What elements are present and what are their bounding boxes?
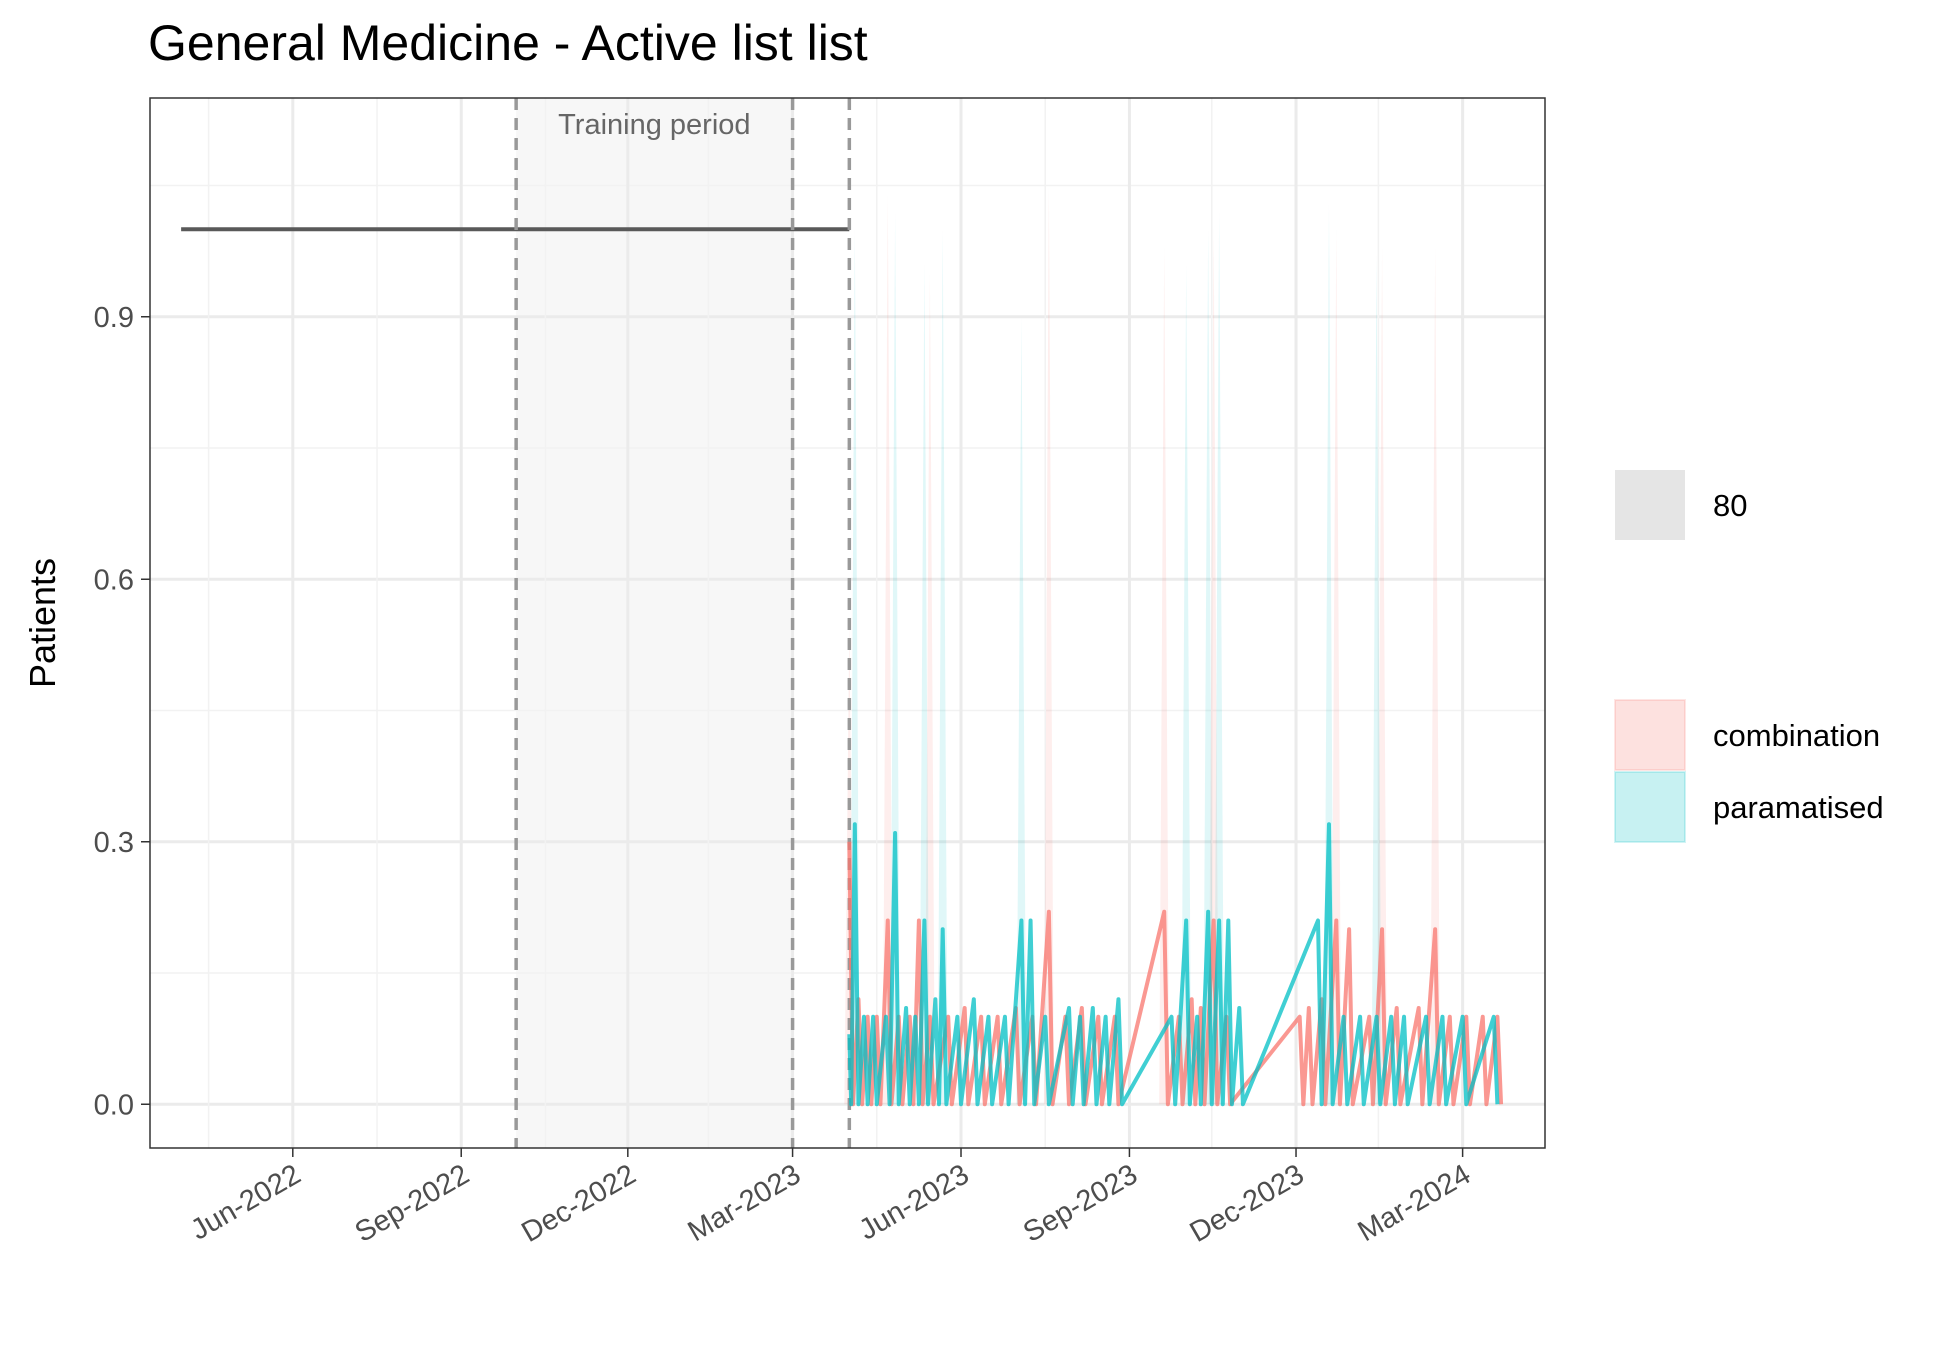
band-combination [924,273,935,1105]
legend-label-paramatised: paramatised [1713,790,1884,825]
gridlines [150,98,1545,1148]
plot-frame [149,97,1546,1149]
y-tick-label: 0.9 [94,302,134,334]
band-paramatised [1214,211,1225,1105]
y-tick-label: 0.0 [94,1089,134,1121]
band-combination [1159,246,1170,1105]
band-combination [1430,246,1441,1105]
y-tick-label: 0.3 [94,827,134,859]
band-combination [1377,246,1388,1105]
x-tick-label: Sep-2023 [1018,1158,1143,1249]
y-axis: 0.0 0.3 0.6 0.9 [94,302,150,1121]
x-tick-label: Mar-2024 [1353,1158,1476,1248]
legend-key-paramatised [1614,771,1686,843]
chart-title: General Medicine - Active list list [148,15,868,71]
legend-key-80 [1615,470,1685,540]
legend-key-combination [1614,699,1686,771]
x-tick-label: Dec-2022 [516,1158,641,1249]
band-combination [1208,229,1219,1105]
annotation-label: Training period [558,109,750,141]
x-tick-label: Jun-2022 [186,1158,307,1246]
reference-lines [514,98,852,1148]
series-combination [847,841,1504,1107]
legend-label-80: 80 [1713,488,1747,523]
band-paramatised [1016,316,1027,1105]
y-axis-title: Patients [22,558,63,688]
training-period-shade [516,98,793,1148]
band-paramatised [919,264,930,1105]
x-tick-label: Sep-2022 [350,1158,475,1249]
plot-border [149,97,1546,1149]
band-combination [882,194,893,1105]
annotations: Training period [558,109,750,141]
band-combination [1043,185,1054,1105]
y-tick-label: 0.6 [94,564,134,596]
band-paramatised [937,229,948,1105]
series-paramatised [847,822,1500,1107]
band-paramatised [1203,229,1214,1105]
band-combination [1331,229,1342,1105]
x-tick-label: Mar-2023 [683,1158,806,1248]
legend: 80 combination paramatised [1614,470,1884,843]
band-paramatised [1371,255,1382,1105]
x-tick-label: Jun-2023 [854,1158,975,1246]
x-axis: Jun-2022 Sep-2022 Dec-2022 Mar-2023 Jun-2023… [186,1148,1476,1249]
forecast-series [847,822,1504,1107]
x-tick-label: Dec-2023 [1185,1158,1310,1249]
legend-label-combination: combination [1713,718,1880,753]
band-paramatised [1181,264,1192,1105]
